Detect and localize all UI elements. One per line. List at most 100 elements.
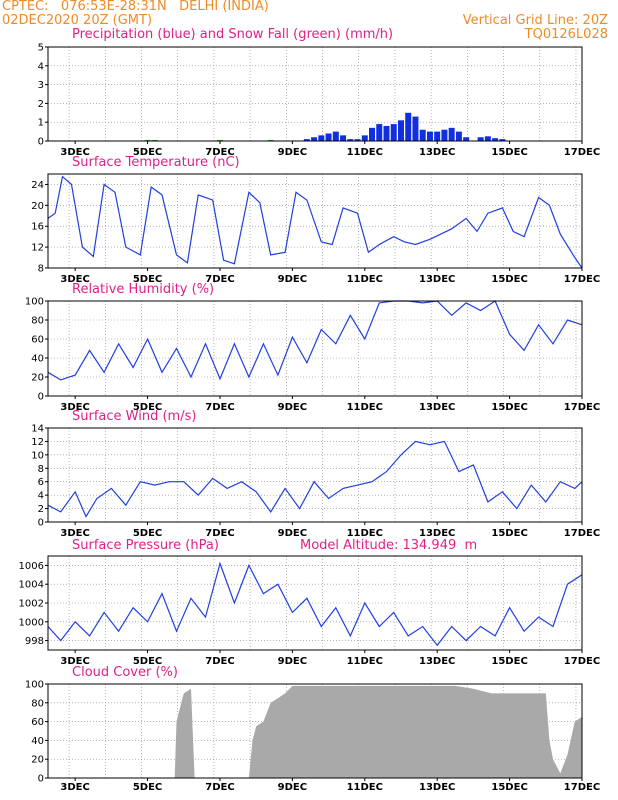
y-tick-label: 8 <box>38 464 44 475</box>
x-tick-label: 3DEC <box>60 147 89 158</box>
x-tick-label: 9DEC <box>278 656 307 667</box>
x-tick-label: 15DEC <box>491 656 527 667</box>
x-tick-label: 7DEC <box>205 782 234 793</box>
y-tick-label: 40 <box>31 354 44 365</box>
precip-bar <box>354 139 361 141</box>
y-tick-label: 0 <box>38 774 44 785</box>
x-tick-label: 17DEC <box>564 274 600 285</box>
x-tick-label: 5DEC <box>133 782 162 793</box>
series-line <box>47 175 583 269</box>
y-tick-label: 20 <box>31 373 44 384</box>
temperature-title: Surface Temperature (nC) <box>72 155 240 170</box>
x-tick-label: 15DEC <box>491 402 527 413</box>
y-tick-label: 60 <box>31 717 44 728</box>
header-location: CPTEC: 076:53E-28:31N DELHI (INDIA) <box>2 0 269 14</box>
precip-bar <box>303 139 310 141</box>
cloud-title: Cloud Cover (%) <box>72 665 178 680</box>
x-tick-label: 7DEC <box>205 147 234 158</box>
x-tick-label: 9DEC <box>278 147 307 158</box>
precip-bar <box>426 131 433 141</box>
model-altitude-label: Model Altitude: 134.949 m <box>300 538 478 553</box>
x-tick-label: 5DEC <box>133 656 162 667</box>
y-tick-label: 4 <box>38 61 44 72</box>
x-tick-label: 11DEC <box>347 147 383 158</box>
x-tick-label: 3DEC <box>60 528 89 539</box>
panel-frame <box>47 46 583 142</box>
precip-bar <box>390 124 397 141</box>
x-tick-label: 15DEC <box>491 782 527 793</box>
panel-frame <box>47 427 583 523</box>
x-tick-label: 5DEC <box>133 147 162 158</box>
precip-bar <box>463 137 470 141</box>
precip-bar <box>325 133 332 141</box>
y-tick-label: 2 <box>38 504 44 515</box>
x-tick-label: 13DEC <box>419 274 455 285</box>
precip-bar <box>492 138 499 141</box>
pressure-title: Surface Pressure (hPa) <box>72 538 219 553</box>
x-tick-label: 3DEC <box>60 274 89 285</box>
x-tick-label: 9DEC <box>278 528 307 539</box>
precip-bar <box>383 125 390 141</box>
panel-frame <box>47 300 583 397</box>
x-tick-label: 3DEC <box>60 656 89 667</box>
x-tick-label: 17DEC <box>564 656 600 667</box>
y-tick-label: 1006 <box>19 561 44 572</box>
x-tick-label: 9DEC <box>278 782 307 793</box>
x-tick-label: 5DEC <box>133 274 162 285</box>
precip-bar <box>405 112 412 141</box>
panel-frame <box>47 173 583 269</box>
precip-bar <box>318 135 325 141</box>
x-tick-label: 15DEC <box>491 274 527 285</box>
precip-bar <box>434 131 441 141</box>
y-tick-label: 1002 <box>19 599 44 610</box>
y-tick-label: 1000 <box>19 617 44 628</box>
y-tick-label: 80 <box>31 316 44 327</box>
precip-bar <box>347 139 354 141</box>
precip-bar <box>340 135 347 141</box>
x-tick-label: 13DEC <box>419 528 455 539</box>
x-tick-label: 13DEC <box>419 147 455 158</box>
series-line <box>47 440 583 518</box>
y-tick-label: 0 <box>38 137 44 148</box>
precip-bar <box>419 129 426 141</box>
y-tick-label: 0 <box>38 392 44 403</box>
precip-bar <box>484 136 491 141</box>
precip-bar <box>361 135 368 141</box>
y-tick-label: 20 <box>31 201 44 212</box>
x-tick-label: 5DEC <box>133 528 162 539</box>
x-tick-label: 17DEC <box>564 782 600 793</box>
x-tick-label: 9DEC <box>278 274 307 285</box>
y-tick-label: 0 <box>38 518 44 529</box>
y-tick-label: 40 <box>31 736 44 747</box>
x-tick-label: 7DEC <box>205 274 234 285</box>
precip-bar <box>412 116 419 141</box>
x-tick-label: 17DEC <box>564 528 600 539</box>
x-tick-label: 11DEC <box>347 782 383 793</box>
x-tick-label: 13DEC <box>419 656 455 667</box>
x-tick-label: 11DEC <box>347 274 383 285</box>
wind-title: Surface Wind (m/s) <box>72 409 197 424</box>
precip-bar <box>397 120 404 141</box>
x-tick-label: 13DEC <box>419 782 455 793</box>
cloud-area <box>48 685 582 778</box>
y-tick-label: 998 <box>25 636 44 647</box>
x-tick-label: 3DEC <box>60 402 89 413</box>
y-tick-label: 1004 <box>19 580 44 591</box>
x-tick-label: 17DEC <box>564 402 600 413</box>
y-tick-label: 1 <box>38 118 44 129</box>
x-tick-label: 15DEC <box>491 147 527 158</box>
precip-bar <box>441 129 448 141</box>
y-tick-label: 4 <box>38 491 44 502</box>
y-tick-label: 14 <box>31 424 44 435</box>
y-tick-label: 80 <box>31 698 44 709</box>
panel-frame <box>47 683 583 779</box>
x-tick-label: 3DEC <box>60 782 89 793</box>
precip-bar <box>448 127 455 141</box>
y-tick-label: 6 <box>38 477 44 488</box>
header-code: TQ0126L028 <box>524 27 608 42</box>
series-line <box>47 300 583 381</box>
header-grid-line: Vertical Grid Line: 20Z <box>462 13 608 28</box>
y-tick-label: 10 <box>31 450 44 461</box>
precip-bar <box>455 131 462 141</box>
